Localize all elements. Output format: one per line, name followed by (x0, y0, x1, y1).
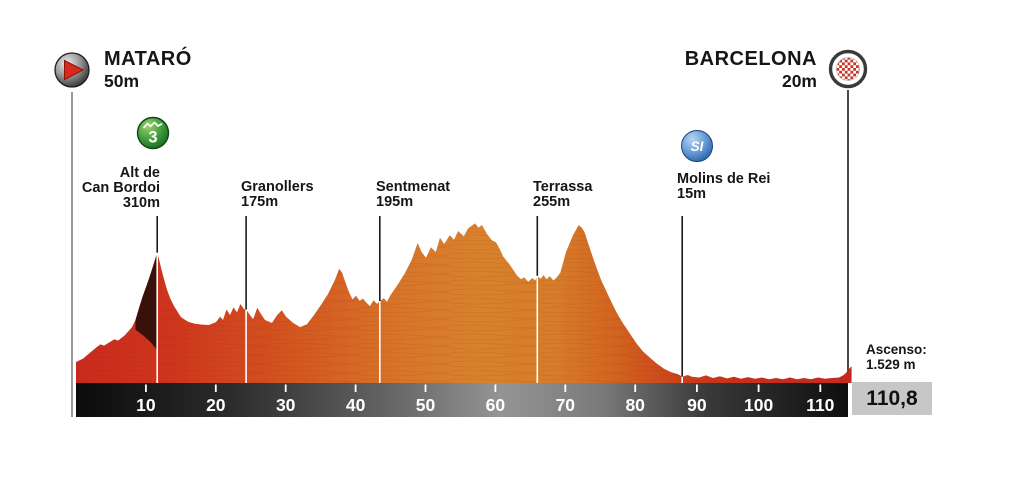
waypoint-name-line: Alt de (119, 165, 160, 181)
waypoint-name-line: Molins de Rei (677, 171, 771, 187)
axis-tick (564, 384, 567, 392)
total-distance-value: 110,8 (866, 386, 918, 410)
waypoint-name-line: Terrassa (533, 179, 593, 195)
mountain-zigzag-icon (143, 121, 163, 129)
axis-tick-label: 110 (806, 395, 834, 415)
axis-tick (494, 384, 497, 392)
axis-tick-label: 30 (276, 395, 296, 415)
ascent-value: 1.529 m (866, 356, 916, 372)
axis-tick-label: 50 (416, 395, 436, 415)
intermediate-sprint-icon: SI (681, 130, 713, 162)
axis-tick (696, 384, 698, 392)
start-icon (54, 52, 90, 88)
axis-tick (145, 384, 147, 392)
axis-tick (214, 384, 217, 392)
finish-name: BARCELONA (684, 48, 817, 70)
cat3-climb-icon: 3 (136, 116, 170, 150)
distance-axis-ticks: 10 20 30 40 50 60 70 80 90 100 110 (136, 384, 835, 415)
axis-tick-label: 10 (136, 395, 156, 415)
waypoint-marker-lines (156, 216, 684, 383)
start-elevation: 50m (104, 71, 140, 91)
axis-tick-label: 70 (556, 395, 576, 415)
finish-elevation: 20m (781, 71, 817, 91)
axis-tick (819, 384, 822, 392)
axis-tick-label: 20 (206, 395, 226, 415)
axis-tick (634, 384, 637, 392)
axis-tick-label: 40 (346, 395, 366, 415)
elevation-profile-texture (76, 223, 852, 383)
axis-tick-label: 100 (744, 395, 773, 415)
axis-tick (757, 384, 760, 392)
finish-icon (828, 49, 868, 89)
axis-tick (354, 384, 357, 392)
waypoint-elevation: 15m (677, 186, 707, 202)
axis-tick-label: 60 (486, 395, 506, 415)
axis-tick (284, 384, 287, 392)
waypoint-label-granollers: Granollers 175m (241, 180, 314, 210)
waypoint-label-molins-de-rei: Molins de Rei 15m (677, 172, 770, 202)
waypoint-name-line: Sentmenat (376, 179, 451, 195)
waypoint-label-alt-de-can-bordoi: Alt de Can Bordoi 310m (82, 166, 160, 211)
start-play-triangle-icon (64, 59, 85, 81)
waypoint-name-line: Can Bordoi (81, 180, 160, 196)
waypoint-elevation: 195m (376, 194, 414, 210)
waypoint-elevation: 310m (122, 195, 160, 211)
waypoint-elevation: 175m (241, 194, 279, 210)
start-name: MATARÓ (104, 48, 192, 70)
ascent-label: Ascenso: (866, 342, 927, 357)
waypoint-name-line: Granollers (241, 179, 314, 195)
axis-tick (424, 384, 427, 392)
climb-category-number: 3 (148, 129, 157, 147)
sprint-icon-label: SI (691, 139, 704, 154)
start-location: MATARÓ 50m (104, 48, 192, 91)
waypoint-label-terrassa: Terrassa 255m (533, 180, 592, 210)
finish-checkered-circle-icon (836, 57, 860, 81)
waypoint-label-sentmenat: Sentmenat 195m (376, 180, 450, 210)
axis-tick-label: 90 (687, 395, 707, 415)
finish-location: BARCELONA 20m (684, 48, 817, 91)
distance-axis-bar (76, 383, 848, 417)
axis-tick-label: 80 (625, 395, 645, 415)
waypoint-elevation: 255m (533, 194, 571, 210)
steep-gradient-shading (135, 252, 158, 351)
total-distance-box: 110,8 (852, 382, 932, 415)
total-ascent: Ascenso: 1.529 m (866, 342, 927, 372)
